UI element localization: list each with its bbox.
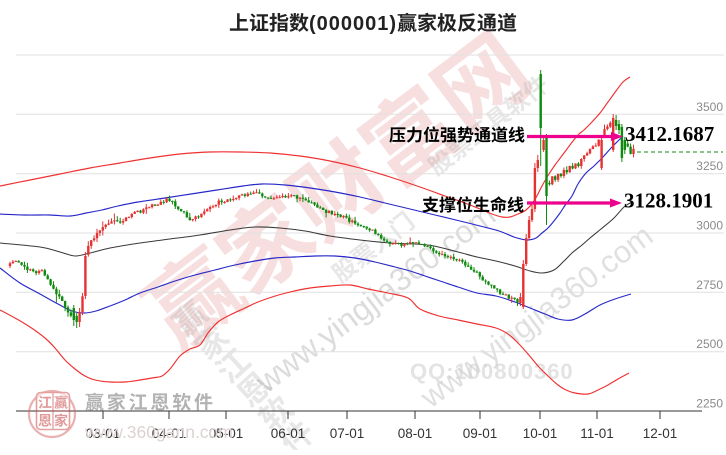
svg-text:3000: 3000 <box>696 219 723 233</box>
svg-text:06-01: 06-01 <box>271 426 306 441</box>
svg-text:08-01: 08-01 <box>398 426 433 441</box>
svg-text:03-01: 03-01 <box>86 426 121 441</box>
svg-text:04-01: 04-01 <box>152 426 187 441</box>
svg-text:11-01: 11-01 <box>580 426 614 441</box>
svg-text:2250: 2250 <box>696 397 723 411</box>
svg-text:www.360gann.com: www.360gann.com <box>84 422 233 442</box>
svg-text:2500: 2500 <box>696 337 723 351</box>
svg-text:12-01: 12-01 <box>643 426 678 441</box>
svg-text:07-01: 07-01 <box>330 426 365 441</box>
svg-text:QQ:100800360: QQ:100800360 <box>410 359 574 384</box>
svg-text:05-01: 05-01 <box>209 426 244 441</box>
svg-text:(000001): (000001) <box>309 13 397 35</box>
svg-text:3412.1687: 3412.1687 <box>625 122 714 146</box>
svg-text:09-01: 09-01 <box>463 426 498 441</box>
svg-text:3128.1901: 3128.1901 <box>624 189 713 213</box>
svg-text:3250: 3250 <box>696 159 723 173</box>
svg-text:3500: 3500 <box>696 100 723 114</box>
svg-text:10-01: 10-01 <box>523 426 558 441</box>
svg-text:2750: 2750 <box>696 278 723 292</box>
